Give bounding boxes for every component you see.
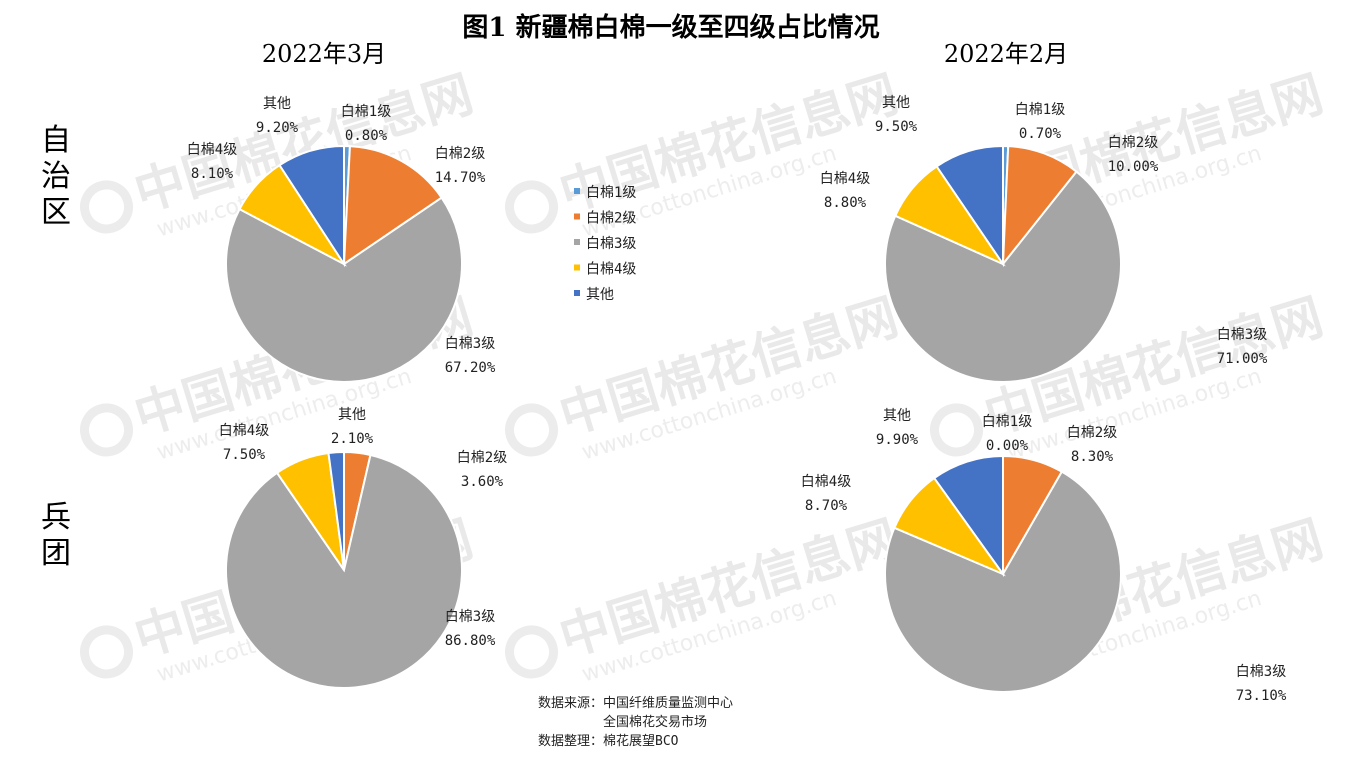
region-label-zizhiqu: 自治区 — [41, 123, 71, 230]
compiler-value: 棉花展望BCO — [603, 734, 679, 749]
slice-category-label: 其他 — [263, 96, 291, 112]
legend-item: 其他 — [574, 287, 614, 303]
slice-category-label: 白棉2级 — [457, 449, 507, 466]
slice-value-label: 10.00% — [1108, 159, 1159, 175]
slice-value-label: 0.00% — [986, 438, 1029, 454]
watermark-logo-icon — [505, 403, 559, 457]
watermark-logo-icon — [505, 180, 559, 234]
pie-charts: 白棉1级 0.80% 白棉2级 14.70% 白棉3级 67.20% 白棉4级 8.10% 其他… — [187, 95, 1287, 704]
slice-category-label: 白棉4级 — [801, 473, 851, 490]
slice-category-label: 白棉3级 — [1217, 326, 1267, 343]
slice-category-label: 白棉4级 — [219, 422, 269, 439]
slice-category-label: 白棉1级 — [982, 413, 1032, 430]
pie-slice-3 — [225, 196, 463, 383]
source-value-1: 中国纤维质量监测中心 — [603, 696, 734, 711]
period-title-march: 2022年3月 — [262, 40, 386, 68]
legend-item: 白棉4级 — [574, 261, 636, 278]
legend-swatch — [574, 213, 580, 220]
compiler-label: 数据整理： — [538, 734, 604, 749]
slice-value-label: 8.80% — [824, 195, 867, 211]
pie-zizhiqu-march: 白棉1级 0.80% 白棉2级 14.70% 白棉3级 67.20% 白棉4级 8.10% 其他… — [187, 96, 496, 383]
pie-slice-2 — [342, 145, 443, 266]
slice-category-label: 其他 — [883, 408, 911, 424]
source-value-2: 全国棉花交易市场 — [603, 715, 708, 730]
pie-slice-5 — [278, 144, 345, 268]
data-source-note: 数据来源：中国纤维质量监测中心 数据来源：全国棉花交易市场 数据整理：棉花展望B… — [538, 694, 733, 751]
legend-label: 白棉1级 — [586, 184, 636, 201]
slice-category-label: 白棉1级 — [341, 103, 391, 120]
source-label: 数据来源： — [538, 696, 604, 711]
watermark-logo-icon — [80, 403, 134, 457]
period-title-february: 2022年2月 — [944, 40, 1068, 68]
pie-bingtuan-february: 白棉1级 0.00% 白棉2级 8.30% 白棉3级 73.10% 白棉4级 8.70% 其他 9… — [801, 408, 1287, 704]
region-label-bingtuan: 兵团 — [41, 500, 71, 571]
legend-swatch — [574, 188, 580, 194]
legend-item: 白棉1级 — [574, 184, 636, 201]
legend-item: 白棉2级 — [574, 210, 636, 227]
slice-category-label: 其他 — [882, 95, 910, 111]
legend-swatch — [574, 239, 580, 245]
pie-slice-3 — [225, 453, 463, 689]
legend-label: 白棉4级 — [586, 261, 636, 278]
legend-swatch — [574, 264, 580, 271]
slice-category-label: 白棉3级 — [445, 608, 495, 625]
pie-slice-5 — [935, 144, 1004, 268]
chart-title: 图1 新疆棉白棉一级至四级占比情况 — [462, 12, 879, 43]
slice-value-label: 9.50% — [875, 119, 918, 135]
pie-slice-2 — [1001, 145, 1078, 268]
slice-value-label: 9.20% — [256, 120, 299, 136]
legend-swatch — [574, 290, 580, 296]
slice-value-label: 7.50% — [223, 447, 266, 463]
slice-value-label: 71.00% — [1217, 351, 1268, 367]
watermark-logo-icon — [930, 403, 984, 457]
slice-value-label: 86.80% — [445, 633, 496, 649]
slice-category-label: 白棉4级 — [187, 141, 237, 158]
slice-value-label: 14.70% — [435, 170, 486, 186]
slice-category-label: 白棉1级 — [1015, 101, 1065, 118]
slice-value-label: 0.70% — [1019, 126, 1062, 142]
slice-value-label: 8.10% — [191, 166, 234, 182]
slice-value-label: 67.20% — [445, 360, 496, 376]
pie-slice-5 — [327, 450, 345, 571]
watermark-logo-icon — [80, 625, 134, 679]
pie-zizhiqu-february: 白棉1级 0.70% 白棉2级 10.00% 白棉3级 71.00% 白棉4级 8.80% 其他… — [820, 95, 1268, 383]
pie-slice-5 — [932, 454, 1004, 578]
slice-category-label: 白棉2级 — [1108, 134, 1158, 151]
legend-label: 白棉2级 — [586, 210, 636, 227]
pie-bingtuan-march: 白棉2级 3.60% 白棉3级 86.80% 白棉4级 7.50% 其他 2.10% — [219, 407, 507, 689]
slice-category-label: 白棉2级 — [1067, 424, 1117, 441]
legend-item: 白棉3级 — [574, 235, 636, 252]
slice-value-label: 2.10% — [331, 431, 374, 447]
slice-category-label: 白棉2级 — [435, 145, 485, 162]
slice-category-label: 白棉3级 — [445, 335, 495, 352]
watermark-logo-icon — [505, 625, 559, 679]
slice-value-label: 3.60% — [461, 474, 504, 490]
slice-value-label: 9.90% — [876, 432, 919, 448]
slice-category-label: 白棉4级 — [820, 170, 870, 187]
pie-slice-3 — [884, 470, 1122, 693]
slice-value-label: 8.30% — [1071, 449, 1114, 465]
slice-value-label: 0.80% — [345, 128, 388, 144]
legend-label: 其他 — [586, 287, 614, 303]
pie-slice-3 — [884, 170, 1122, 383]
watermark-logo-icon — [80, 180, 134, 234]
slice-value-label: 73.10% — [1236, 688, 1287, 704]
slice-value-label: 8.70% — [805, 498, 848, 514]
slice-category-label: 其他 — [338, 407, 366, 423]
legend-label: 白棉3级 — [586, 235, 636, 252]
slice-category-label: 白棉3级 — [1236, 663, 1286, 680]
